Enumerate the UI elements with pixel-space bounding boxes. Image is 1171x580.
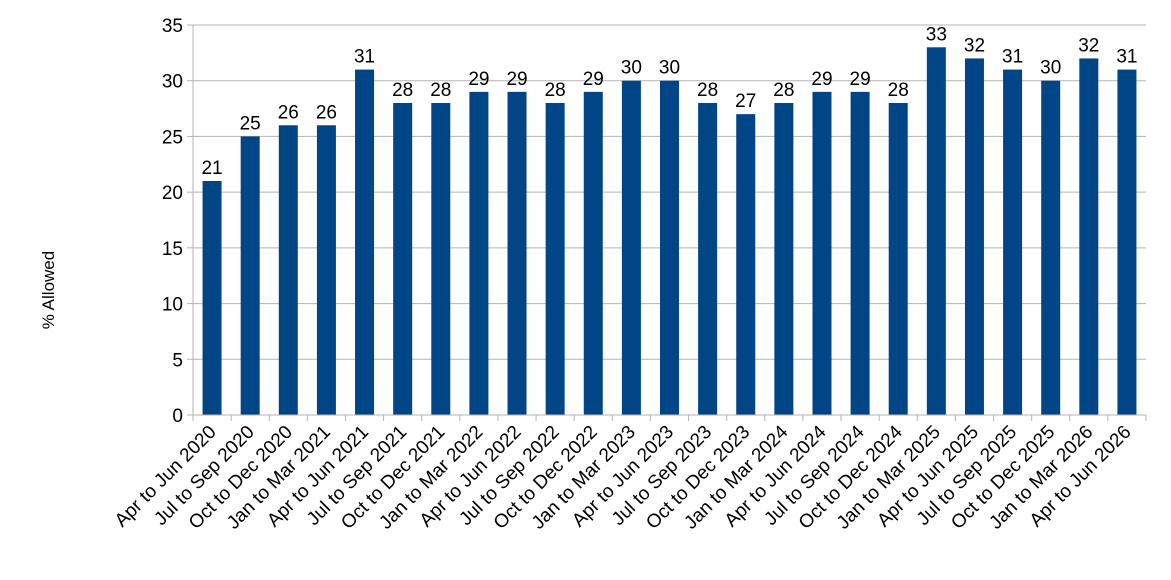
- data-label: 27: [735, 91, 756, 112]
- bar: [1041, 80, 1061, 415]
- data-label: 28: [697, 80, 718, 101]
- data-label: 32: [964, 35, 985, 56]
- bar: [1117, 69, 1137, 416]
- data-label: 29: [468, 69, 489, 90]
- y-axis-title: % Allowed: [39, 251, 58, 329]
- bar: [1079, 58, 1099, 416]
- bar: [202, 181, 222, 415]
- y-tick-label: 30: [162, 72, 183, 93]
- bar: [545, 103, 565, 415]
- data-label: 28: [545, 80, 566, 101]
- bar: [278, 125, 298, 416]
- data-label: 29: [583, 69, 604, 90]
- bar: [507, 91, 527, 415]
- bar: [355, 69, 375, 416]
- bar: [888, 103, 908, 415]
- data-label: 28: [392, 80, 413, 101]
- data-label: 21: [201, 158, 222, 179]
- bar: [812, 91, 832, 415]
- data-label: 26: [278, 102, 299, 123]
- y-tick-label: 20: [162, 183, 183, 204]
- data-label: 31: [354, 47, 375, 68]
- bar: [240, 136, 260, 415]
- data-label: 26: [316, 102, 337, 123]
- data-labels: 21 25 26 26 31 28 28 29 29 28 29 30 30 28 27 28 29 29 28 33…: [201, 24, 1137, 179]
- y-tick-label: 25: [162, 127, 183, 148]
- data-label: 28: [773, 80, 794, 101]
- data-label: 29: [811, 69, 832, 90]
- y-tick-label: 5: [172, 350, 183, 371]
- bar: [316, 125, 336, 416]
- bar: [469, 91, 489, 415]
- y-tick-label: 0: [172, 406, 183, 427]
- data-label: 33: [926, 24, 947, 45]
- bar: [850, 91, 870, 415]
- data-label: 31: [1116, 47, 1137, 68]
- bar: [583, 91, 603, 415]
- bar: [393, 103, 413, 415]
- y-tick-label: 10: [162, 295, 183, 316]
- data-label: 32: [1078, 35, 1099, 56]
- data-label: 25: [240, 113, 261, 134]
- data-label: 29: [506, 69, 527, 90]
- y-tick-label: 15: [162, 239, 183, 260]
- y-tick-labels: 0 5 10 15 20 25 30 35: [162, 16, 183, 427]
- bars: [202, 47, 1137, 416]
- data-label: 28: [888, 80, 909, 101]
- bar: [621, 80, 641, 415]
- bar: [431, 103, 451, 415]
- data-label: 29: [850, 69, 871, 90]
- data-label: 31: [1002, 47, 1023, 68]
- y-tick-label: 35: [162, 16, 183, 37]
- data-label: 28: [430, 80, 451, 101]
- bar: [698, 103, 718, 415]
- data-label: 30: [659, 58, 680, 79]
- bar: [964, 58, 984, 416]
- bar: [774, 103, 794, 415]
- bar: [926, 47, 946, 416]
- data-label: 30: [621, 58, 642, 79]
- bar: [660, 80, 679, 415]
- data-label: 30: [1040, 58, 1061, 79]
- bar: [736, 114, 756, 416]
- axes: [187, 24, 1147, 421]
- bar: [1003, 69, 1023, 416]
